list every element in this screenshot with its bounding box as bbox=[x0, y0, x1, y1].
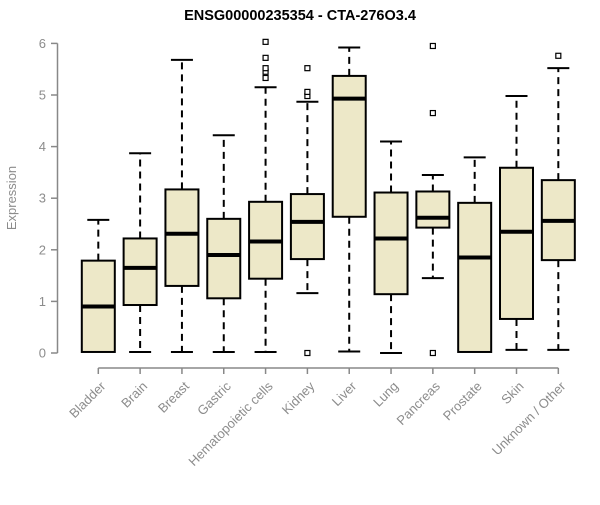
outlier-point bbox=[304, 65, 311, 72]
box-group bbox=[164, 58, 200, 353]
box-series bbox=[80, 38, 576, 357]
x-tick-label: Liver bbox=[329, 378, 360, 409]
box-group bbox=[331, 46, 367, 353]
y-tick-label: 0 bbox=[39, 346, 46, 361]
box-group bbox=[289, 65, 325, 357]
outlier-point bbox=[429, 42, 436, 50]
box bbox=[122, 237, 158, 307]
box bbox=[206, 217, 242, 300]
box-group bbox=[373, 140, 409, 354]
box-group bbox=[415, 42, 451, 357]
box bbox=[457, 201, 493, 353]
x-tick-label: Pancreas bbox=[394, 378, 444, 428]
x-tick-label: Unknown / Other bbox=[489, 378, 569, 458]
box bbox=[289, 193, 325, 261]
x-tick-label: Bladder bbox=[66, 378, 109, 421]
x-tick-label: Skin bbox=[498, 379, 526, 407]
box-group bbox=[499, 95, 534, 351]
y-axis-title: Expression bbox=[4, 166, 19, 230]
box-group bbox=[248, 38, 284, 353]
chart-title: ENSG00000235354 - CTA-276O3.4 bbox=[184, 8, 416, 24]
x-tick-label: Brain bbox=[118, 379, 150, 411]
outlier-point bbox=[304, 349, 311, 357]
x-tick-label: Breast bbox=[155, 378, 192, 415]
box-group bbox=[206, 134, 242, 353]
x-tick-label: Prostate bbox=[440, 379, 485, 424]
box-group bbox=[80, 218, 116, 353]
box bbox=[499, 166, 534, 320]
box-group bbox=[540, 52, 576, 351]
outlier-point bbox=[429, 109, 436, 117]
outlier-point bbox=[429, 349, 436, 357]
y-tick-label: 6 bbox=[39, 36, 46, 51]
box bbox=[164, 188, 200, 287]
outlier-point bbox=[262, 74, 269, 82]
outlier-point bbox=[555, 52, 562, 59]
y-tick-label: 2 bbox=[39, 242, 46, 257]
box-group bbox=[457, 156, 493, 353]
outlier-point bbox=[304, 88, 311, 96]
y-tick-label: 5 bbox=[39, 88, 46, 103]
y-tick-label: 1 bbox=[39, 294, 46, 309]
outlier-point bbox=[262, 65, 269, 72]
x-tick-label: Kidney bbox=[279, 378, 318, 417]
box bbox=[373, 191, 409, 296]
x-tick-label: Gastric bbox=[194, 378, 234, 418]
outlier-point bbox=[262, 38, 269, 45]
y-tick-label: 4 bbox=[39, 139, 46, 154]
box-group bbox=[122, 152, 158, 353]
outlier-point bbox=[262, 54, 269, 61]
y-axis: 0 1 2 3 4 5 6 bbox=[39, 36, 59, 361]
x-tick-label: Lung bbox=[370, 379, 401, 410]
y-tick-label: 3 bbox=[39, 191, 46, 206]
box bbox=[415, 190, 451, 229]
